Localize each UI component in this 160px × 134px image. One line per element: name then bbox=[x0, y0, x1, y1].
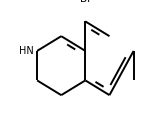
Text: HN: HN bbox=[19, 46, 34, 56]
Text: Br: Br bbox=[80, 0, 91, 4]
